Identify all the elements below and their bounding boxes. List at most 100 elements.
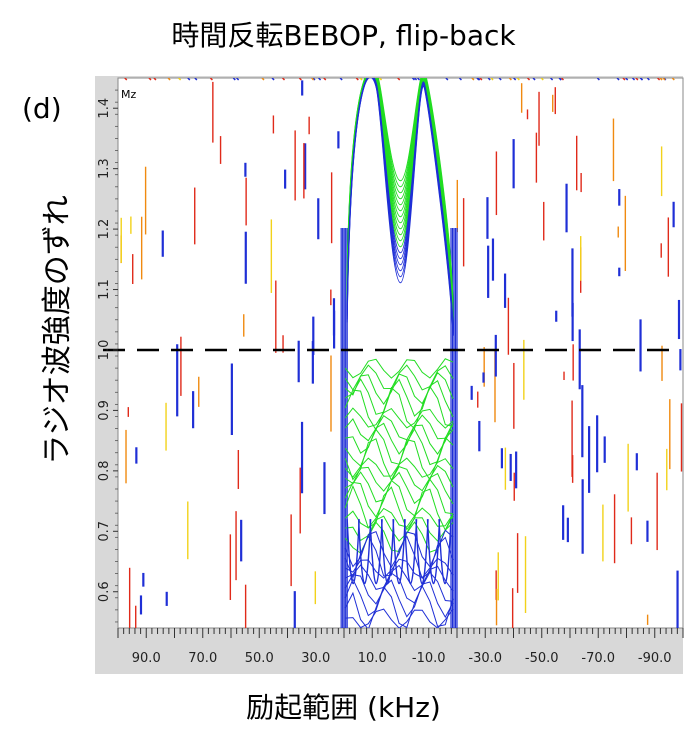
y-tick-label: 0.6 [97, 581, 112, 602]
contour-line [380, 519, 395, 585]
x-tick-label: 10.0 [358, 651, 387, 666]
contour-fragment [616, 78, 620, 81]
contour-line [346, 519, 360, 585]
contour-fragment [558, 78, 562, 81]
contour-fragment [596, 78, 600, 81]
x-tick-label: -70.0 [581, 651, 615, 666]
contour-fragment [471, 78, 475, 81]
contour-fragment [540, 78, 544, 81]
contour-fragment [458, 78, 462, 81]
x-tick-label: -30.0 [468, 651, 502, 666]
contour-fragment [318, 78, 322, 81]
y-tick-label: 1.4 [97, 98, 112, 119]
contour-fragment [271, 78, 275, 81]
contour-fragment [657, 78, 661, 81]
contour-fragment [124, 78, 128, 81]
contour-fragment [339, 78, 343, 81]
contour-fragment [359, 78, 363, 81]
contour-fragment [479, 78, 483, 81]
plot-area: Mz [103, 78, 683, 628]
contour-fragment [646, 78, 650, 81]
contour-line [344, 358, 454, 379]
x-tick-label: 30.0 [301, 651, 330, 666]
corner-label: Mz [121, 88, 136, 101]
contour-fragment [153, 78, 157, 81]
contour-fragment [411, 78, 416, 81]
y-axis: 0.6 0.7 0.8 0.9 1.0 1.1 1.2 1.3 1.4 [97, 89, 118, 623]
contour-line [344, 557, 454, 579]
contour-fragment [477, 78, 481, 81]
contour-line [344, 407, 454, 429]
contour-fragment [323, 78, 327, 81]
y-tick-label: 0.9 [97, 400, 112, 421]
contour-fragment [635, 78, 639, 81]
y-tick-label: 1.1 [97, 279, 112, 300]
contour-fragment [487, 78, 491, 81]
y-tick-label: 1.3 [97, 158, 112, 179]
contour-fragment [298, 78, 302, 81]
contour-line [357, 519, 372, 585]
contour-fragment [513, 78, 517, 81]
contour-fragment [311, 78, 315, 81]
x-axis-label: 励起範囲 (kHz) [246, 691, 441, 724]
contour-line [369, 519, 383, 585]
x-tick-label: 90.0 [132, 651, 161, 666]
contour-line [344, 464, 454, 492]
contour-fragment [397, 78, 401, 81]
contour-line [426, 519, 441, 585]
contour-fragment [416, 78, 421, 81]
contour-fragment [312, 78, 316, 81]
contour-line [344, 535, 454, 580]
contour-fragment [639, 78, 643, 81]
contour-fragment [194, 78, 198, 81]
contour-line [345, 515, 454, 542]
contour-line [344, 584, 454, 628]
contour-fragment [550, 78, 554, 81]
x-tick-label: 70.0 [188, 651, 217, 666]
contour-line [392, 519, 406, 585]
x-axis: 90.0 70.0 50.0 30.0 10.0 -10.0 -30.0 -50.0 -70.0… [117, 628, 684, 666]
contour-line [344, 364, 454, 391]
plot-background [117, 77, 684, 629]
x-tick-label: -90.0 [638, 651, 672, 666]
contour-fragment [379, 78, 383, 81]
contour-fragment [625, 78, 629, 81]
contour-fragment [659, 78, 663, 81]
y-tick-label: 1.2 [97, 219, 112, 240]
contour-line [438, 519, 452, 585]
contour-fragment [167, 78, 171, 81]
contour-fragment [209, 78, 213, 81]
contour-fragment [281, 78, 286, 81]
y-tick-label: 0.7 [97, 521, 112, 542]
contour-fragment [187, 78, 191, 81]
contour-line [344, 507, 454, 529]
x-tick-label: -50.0 [525, 651, 559, 666]
contour-line [344, 471, 454, 505]
contour-line [344, 371, 454, 406]
contour-fragment [662, 78, 666, 81]
contour-layer [120, 78, 683, 628]
contour-fragment [178, 78, 182, 81]
contour-fragment [261, 78, 265, 81]
contour-fragment [516, 78, 520, 81]
contour-fragment [232, 78, 236, 81]
contour-line [344, 378, 454, 418]
contour-line [415, 519, 429, 585]
contour-line [344, 457, 454, 478]
y-tick-label: 0.8 [97, 461, 112, 482]
contour-fragment [671, 78, 675, 81]
contour-line [345, 422, 454, 456]
contour-fragment [508, 78, 512, 81]
contour-fragment [445, 78, 449, 81]
contour-fragment [526, 78, 531, 81]
contour-fragment [498, 78, 502, 81]
contour-line [344, 478, 454, 518]
chart-title: 時間反転BEBOP, flip-back [171, 19, 516, 52]
contour-fragment [560, 78, 564, 81]
contour-line [344, 577, 454, 619]
contour-fragment [355, 78, 359, 81]
contour-line [344, 564, 454, 592]
panel-label: (d) [22, 92, 62, 125]
contour-fragment [632, 78, 636, 81]
